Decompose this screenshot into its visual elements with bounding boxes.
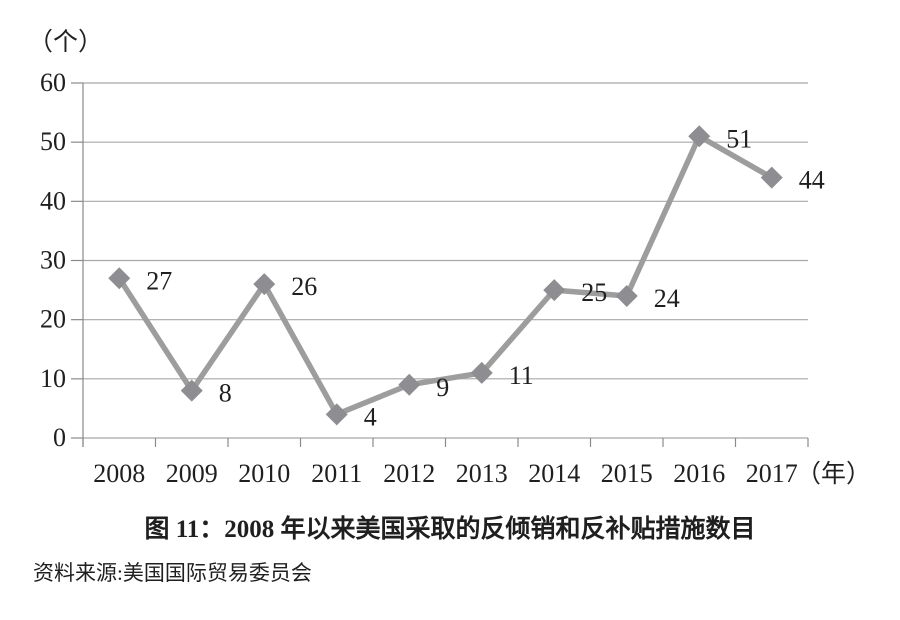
data-point-marker (615, 285, 638, 307)
data-point-label: 44 (799, 166, 825, 195)
y-axis-tick-label: 20 (40, 305, 66, 334)
y-axis-tick-label: 60 (40, 68, 66, 97)
data-point-marker (108, 267, 131, 290)
data-point-label: 9 (436, 373, 449, 402)
data-point-marker (543, 279, 566, 302)
data-series-line (116, 132, 774, 418)
x-axis-tick-label: 2014 (528, 459, 580, 488)
data-point-label: 24 (654, 284, 680, 313)
data-point-marker (253, 273, 276, 296)
chart-title: 图 11：2008 年以来美国采取的反倾销和反补贴措施数目 (144, 516, 756, 543)
y-axis-tick-label: 0 (53, 423, 66, 452)
y-axis-tick-label: 40 (40, 186, 66, 215)
x-axis-tick-label: 2017 (746, 459, 798, 488)
data-point-label: 26 (291, 272, 317, 301)
x-axis-tick-label: 2008 (93, 459, 145, 488)
data-point-marker (180, 379, 203, 402)
x-axis-tick-label: 2013 (456, 459, 508, 488)
y-axis-tick-label: 30 (40, 246, 66, 275)
x-axis-tick-label: 2011 (311, 459, 362, 488)
x-axis-tick-label: 2009 (166, 459, 218, 488)
data-point-marker (398, 373, 421, 396)
data-point-marker (760, 166, 783, 189)
x-axis-tick-label: 2015 (601, 459, 653, 488)
data-point-label: 25 (581, 278, 607, 307)
y-axis-unit-label: （个） (28, 29, 104, 56)
x-axis-tick-label: 2016 (673, 459, 725, 488)
x-axis-tick-label: 2012 (383, 459, 435, 488)
line-chart: 0 10 20 30 40 50 60 2008 2009 2010 2011 2012 2013 201… (40, 68, 871, 488)
source-note: 资料来源:美国国际贸易委员会 (33, 561, 312, 585)
y-axis-tick-label: 10 (40, 364, 66, 393)
data-point-label: 8 (219, 379, 232, 408)
data-point-label: 4 (364, 402, 377, 431)
y-axis-tick-label: 50 (40, 127, 66, 156)
data-point-label: 11 (509, 361, 534, 390)
data-point-marker (688, 125, 711, 148)
data-point-marker (470, 361, 493, 384)
x-axis-unit-label: （年） (796, 460, 871, 488)
data-point-label: 27 (146, 266, 172, 295)
data-point-label: 51 (726, 124, 752, 153)
x-axis-tick-label: 2010 (238, 459, 290, 488)
data-point-marker (325, 403, 348, 426)
